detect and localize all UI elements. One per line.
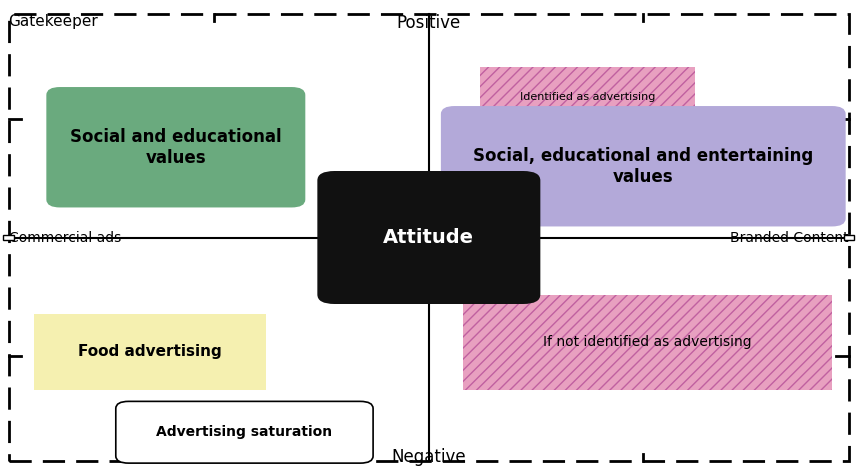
FancyBboxPatch shape <box>318 171 541 304</box>
Text: Identified as advertising: Identified as advertising <box>520 92 655 103</box>
Text: Advertising saturation: Advertising saturation <box>157 425 332 439</box>
Bar <box>844 235 854 240</box>
Text: Negative: Negative <box>392 447 466 466</box>
Text: Commercial ads: Commercial ads <box>9 230 121 245</box>
Text: Social, educational and entertaining
values: Social, educational and entertaining val… <box>474 147 814 186</box>
Bar <box>34 314 266 389</box>
Text: Attitude: Attitude <box>383 228 474 247</box>
Bar <box>3 235 14 240</box>
Text: Food advertising: Food advertising <box>78 344 222 359</box>
Text: Social and educational
values: Social and educational values <box>70 128 282 167</box>
FancyBboxPatch shape <box>442 107 845 226</box>
Text: If not identified as advertising: If not identified as advertising <box>543 335 752 349</box>
Bar <box>480 66 695 133</box>
Text: Branded Content: Branded Content <box>730 230 849 245</box>
Bar <box>463 294 832 390</box>
Text: Gatekeeper: Gatekeeper <box>9 14 98 29</box>
Text: Positive: Positive <box>397 14 461 32</box>
FancyBboxPatch shape <box>47 88 305 207</box>
FancyBboxPatch shape <box>115 401 373 463</box>
